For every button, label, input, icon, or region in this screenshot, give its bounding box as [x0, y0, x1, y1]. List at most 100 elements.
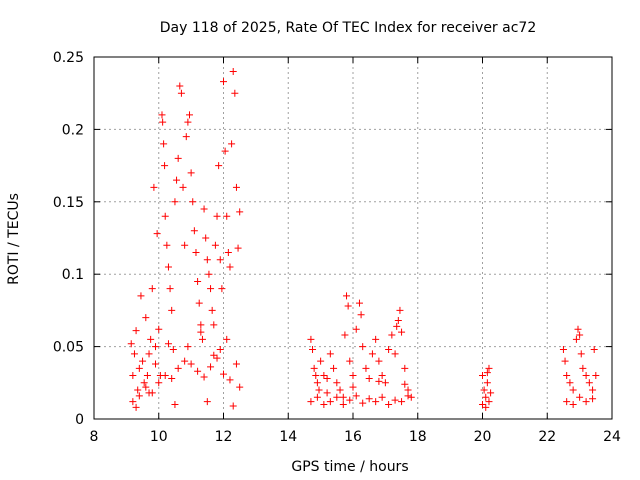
data-point-marker: [485, 398, 493, 406]
data-point-marker: [203, 398, 211, 406]
data-point-marker: [208, 306, 216, 314]
data-point-marker: [343, 292, 351, 300]
data-point-marker: [142, 383, 150, 391]
x-tick-label: 14: [279, 429, 297, 445]
data-point-marker: [310, 364, 318, 372]
data-point-marker: [210, 351, 218, 359]
data-point-marker: [391, 350, 399, 358]
data-point-marker: [483, 379, 491, 387]
data-point-marker: [346, 357, 354, 365]
data-point-marker: [158, 111, 166, 119]
data-point-marker: [407, 393, 415, 401]
data-point-marker: [163, 241, 171, 249]
data-points: [127, 67, 600, 411]
data-point-marker: [357, 311, 365, 319]
data-point-marker: [195, 299, 203, 307]
data-point-marker: [372, 335, 380, 343]
data-point-marker: [229, 402, 237, 410]
data-point-marker: [396, 306, 404, 314]
data-point-marker: [184, 118, 192, 126]
data-point-marker: [132, 327, 140, 335]
x-tick-label: 8: [90, 429, 99, 445]
data-point-marker: [150, 183, 158, 191]
data-point-marker: [349, 383, 357, 391]
data-point-marker: [220, 370, 227, 378]
data-point-marker: [232, 360, 240, 368]
data-point-marker: [142, 314, 150, 322]
data-point-marker: [592, 372, 600, 380]
data-point-marker: [398, 398, 406, 406]
data-point-marker: [485, 364, 493, 372]
data-point-marker: [182, 133, 190, 141]
data-point-marker: [385, 401, 393, 409]
x-tick-label: 12: [215, 429, 233, 445]
data-point-marker: [210, 321, 218, 329]
data-point-marker: [159, 118, 167, 126]
data-point-marker: [479, 372, 486, 380]
data-point-marker: [221, 147, 229, 155]
data-point-marker: [375, 377, 383, 385]
data-point-marker: [226, 263, 234, 271]
data-point-marker: [579, 364, 587, 372]
data-point-marker: [572, 335, 580, 343]
data-point-marker: [590, 345, 598, 353]
data-point-marker: [401, 380, 409, 388]
y-tick-label: 0.25: [53, 50, 84, 66]
data-point-marker: [323, 389, 331, 397]
data-point-marker: [339, 401, 347, 409]
data-point-marker: [482, 393, 490, 401]
data-point-marker: [307, 398, 315, 406]
data-point-marker: [186, 111, 194, 119]
data-point-marker: [569, 401, 577, 409]
data-point-marker: [153, 230, 161, 238]
data-point-marker: [585, 379, 593, 387]
data-point-marker: [326, 398, 334, 406]
data-point-marker: [330, 364, 338, 372]
data-point-marker: [574, 325, 582, 333]
data-point-marker: [143, 372, 151, 380]
data-point-marker: [140, 379, 148, 387]
x-tick-label: 18: [409, 429, 427, 445]
data-point-marker: [563, 372, 571, 380]
data-point-marker: [169, 345, 177, 353]
data-point-marker: [569, 386, 577, 394]
data-point-marker: [333, 393, 341, 401]
data-point-marker: [207, 363, 215, 371]
x-tick-label: 16: [344, 429, 362, 445]
data-point-marker: [187, 360, 195, 368]
data-point-marker: [174, 364, 182, 372]
data-point-marker: [482, 403, 490, 411]
data-point-marker: [320, 372, 328, 380]
data-point-marker: [381, 379, 389, 387]
x-tick-label: 10: [150, 429, 168, 445]
data-point-marker: [161, 212, 169, 220]
data-point-marker: [226, 376, 234, 384]
data-point-marker: [359, 399, 367, 407]
data-point-marker: [213, 212, 221, 220]
data-point-marker: [223, 335, 231, 343]
data-point-marker: [582, 398, 590, 406]
data-point-marker: [213, 354, 221, 362]
y-axis-label: ROTI / TECUs: [6, 193, 22, 285]
data-point-marker: [205, 270, 213, 278]
data-point-marker: [155, 379, 163, 387]
data-point-marker: [309, 345, 317, 353]
data-point-marker: [181, 241, 189, 249]
data-point-marker: [129, 398, 137, 406]
data-point-marker: [148, 389, 156, 397]
data-point-marker: [378, 372, 386, 380]
data-point-marker: [171, 198, 179, 206]
y-tick-label: 0.15: [53, 195, 84, 211]
data-point-marker: [577, 350, 585, 358]
data-point-marker: [234, 244, 242, 252]
data-point-marker: [203, 256, 211, 264]
x-axis-label: GPS time / hours: [291, 459, 408, 475]
data-point-marker: [307, 335, 315, 343]
data-point-marker: [232, 183, 240, 191]
data-point-marker: [582, 372, 590, 380]
data-point-marker: [339, 393, 347, 401]
data-point-marker: [184, 343, 192, 351]
data-point-marker: [483, 369, 491, 377]
data-point-marker: [192, 248, 200, 256]
